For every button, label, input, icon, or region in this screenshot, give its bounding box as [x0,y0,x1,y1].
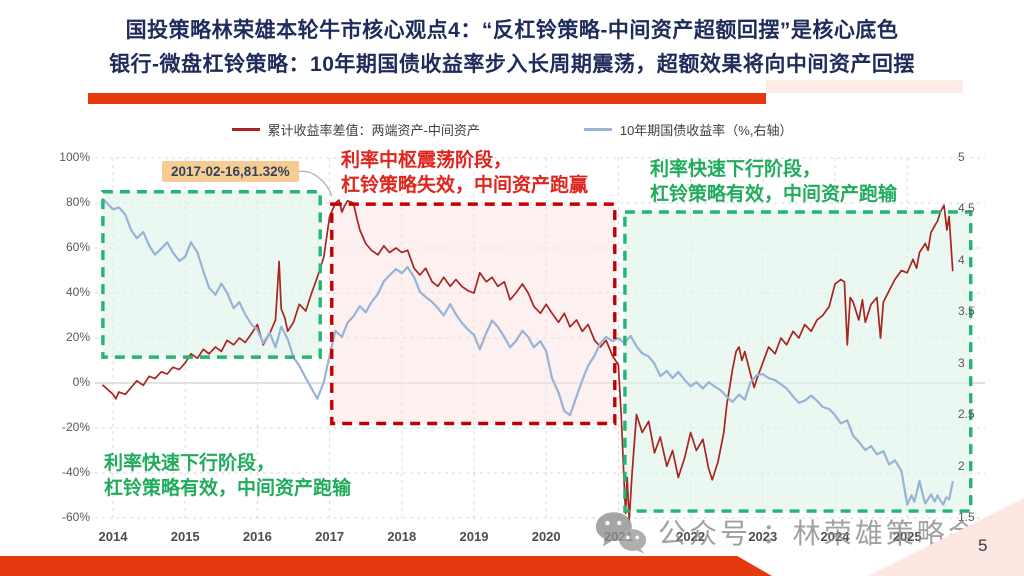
phase-rate-down-1-fill [102,191,321,358]
annotation-line: 利率快速下行阶段， [104,453,276,474]
blue-line-swatch [583,128,612,131]
chart-legend: 累计收益率差值：两端资产-中间资产 10年期国债收益率（%,右轴） [0,120,1024,139]
annotation-line: 利率中枢震荡阶段， [341,150,513,171]
legend-label-treasury-yield: 10年期国债收益率（%,右轴） [619,123,793,138]
phase-rate-down-2-border [623,210,973,513]
legend-item-cumulative-diff: 累计收益率差值：两端资产-中间资产 [231,120,480,139]
title-line-2: 银行-微盘杠铃策略：10年期国债收益率步入长周期震荡，超额效果将向中间资产回摆 [109,53,915,76]
title-underline-bar [88,93,766,104]
annotation-rate-down-right: 利率快速下行阶段， 杠铃策略有效，中间资产跑输 [650,157,897,207]
phase-rate-oscillation-fill [331,204,615,424]
page-title: 国投策略林荣雄本轮牛市核心观点4：“反杠铃策略-中间资产超额回摆”是核心底色 银… [0,14,1024,82]
phase-rate-oscillation-border [330,202,617,426]
title-line-1: 国投策略林荣雄本轮牛市核心观点4：“反杠铃策略-中间资产超额回摆”是核心底色 [125,19,899,42]
legend-item-treasury-yield: 10年期国债收益率（%,右轴） [583,120,793,139]
bottom-red-ribbon [0,556,772,576]
legend-label-cumulative-diff: 累计收益率差值：两端资产-中间资产 [267,123,480,138]
title-accent-strip [766,80,963,93]
annotation-rate-oscillation: 利率中枢震荡阶段， 杠铃策略失效，中间资产跑赢 [341,148,588,198]
annotation-line: 杠铃策略失效，中间资产跑赢 [341,175,589,196]
phase-rate-down-1-border [101,190,322,359]
red-line-swatch [231,128,260,131]
wechat-icon [595,512,647,554]
annotation-rate-down-left: 利率快速下行阶段， 杠铃策略有效，中间资产跑输 [104,451,351,501]
annotation-line: 杠铃策略有效，中间资产跑输 [104,478,352,499]
treasury-yield-line [101,198,954,506]
phase-rate-down-2-fill [624,212,971,512]
page-number: 5 [978,536,988,555]
annotation-line: 杠铃策略有效，中间资产跑输 [650,184,898,205]
peak-value-callout: 2017-02-16,81.32% [162,161,299,182]
annotation-line: 利率快速下行阶段， [650,159,822,180]
callout-leader-line [296,170,333,197]
